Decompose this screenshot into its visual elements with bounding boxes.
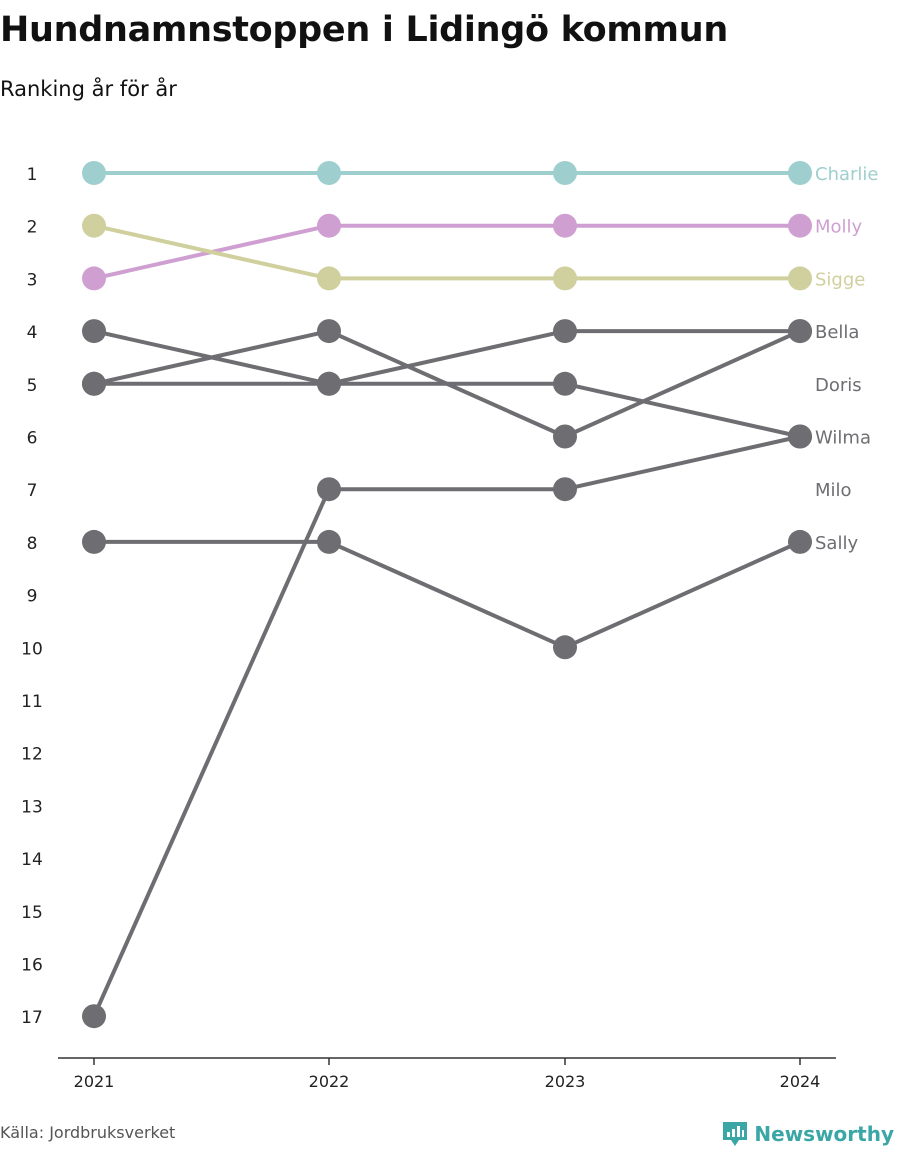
data-point-sally — [82, 529, 106, 554]
end-label-milo: Milo — [815, 480, 852, 501]
y-tick-label: 11 — [21, 692, 43, 712]
y-tick-label: 8 — [27, 534, 38, 554]
y-tick-label: 3 — [27, 270, 38, 290]
data-point-molly — [788, 213, 812, 238]
data-point-milo — [317, 477, 341, 502]
data-point-milo — [82, 1004, 106, 1029]
data-point-doris — [788, 319, 812, 344]
series-line-molly — [92, 223, 802, 281]
data-point-charlie — [553, 161, 577, 185]
y-tick-label: 1 — [27, 165, 38, 185]
y-tick-label: 16 — [21, 956, 43, 976]
newsworthy-logo-icon — [723, 1122, 748, 1146]
x-tick-label: 2023 — [545, 1072, 586, 1091]
source-note: Källa: Jordbruksverket — [0, 1123, 176, 1142]
x-tick-label: 2024 — [780, 1072, 821, 1091]
series-line-doris — [92, 329, 802, 386]
y-tick-label: 7 — [27, 481, 38, 501]
brand-name: Newsworthy — [754, 1122, 894, 1146]
y-tick-label: 14 — [21, 850, 43, 870]
data-point-charlie — [317, 161, 341, 185]
data-point-charlie — [82, 161, 106, 185]
data-point-molly — [317, 213, 341, 238]
end-label-sally: Sally — [815, 533, 858, 554]
data-point-doris — [82, 371, 106, 396]
data-point-wilma — [553, 371, 577, 396]
data-point-sigge — [553, 266, 577, 291]
x-tick-label: 2021 — [74, 1072, 115, 1091]
x-tick-label: 2022 — [309, 1072, 350, 1091]
end-label-wilma: Wilma — [815, 428, 871, 449]
data-point-sally — [553, 635, 577, 660]
data-point-sigge — [82, 213, 106, 238]
data-point-molly — [82, 266, 106, 291]
data-point-wilma — [317, 371, 341, 396]
y-tick-label: 17 — [21, 1008, 43, 1028]
y-tick-label: 9 — [27, 587, 38, 607]
data-point-sally — [788, 529, 812, 554]
data-point-milo — [553, 477, 577, 502]
y-tick-label: 13 — [21, 797, 43, 817]
data-point-bella — [317, 319, 341, 344]
data-point-bella — [553, 424, 577, 449]
end-label-sigge: Sigge — [815, 269, 865, 290]
data-point-molly — [553, 213, 577, 238]
chart-title: Hundnamnstoppen i Lidingö kommun — [0, 10, 728, 50]
y-tick-label: 12 — [21, 745, 43, 765]
series-line-milo — [92, 434, 802, 1019]
y-tick-label: 15 — [21, 903, 43, 923]
brand[interactable]: Newsworthy — [722, 1120, 894, 1148]
end-label-charlie: Charlie — [815, 164, 878, 185]
data-point-doris — [553, 319, 577, 344]
end-label-doris: Doris — [815, 375, 862, 396]
data-point-sigge — [788, 266, 812, 291]
chart-subtitle: Ranking år för år — [0, 77, 177, 101]
data-point-charlie — [788, 161, 812, 185]
data-point-sigge — [317, 266, 341, 291]
y-tick-label: 2 — [27, 218, 38, 238]
y-tick-label: 5 — [27, 376, 38, 396]
y-tick-label: 4 — [27, 323, 38, 343]
end-label-bella: Bella — [815, 322, 859, 343]
data-point-wilma — [82, 319, 106, 344]
data-point-milo — [788, 424, 812, 449]
y-tick-label: 10 — [21, 639, 43, 659]
series-line-sally — [92, 539, 802, 650]
data-point-sally — [317, 529, 341, 554]
series-line-wilma — [92, 329, 802, 439]
series-line-sigge — [92, 223, 802, 281]
y-tick-label: 6 — [27, 429, 38, 449]
end-label-molly: Molly — [815, 217, 863, 238]
